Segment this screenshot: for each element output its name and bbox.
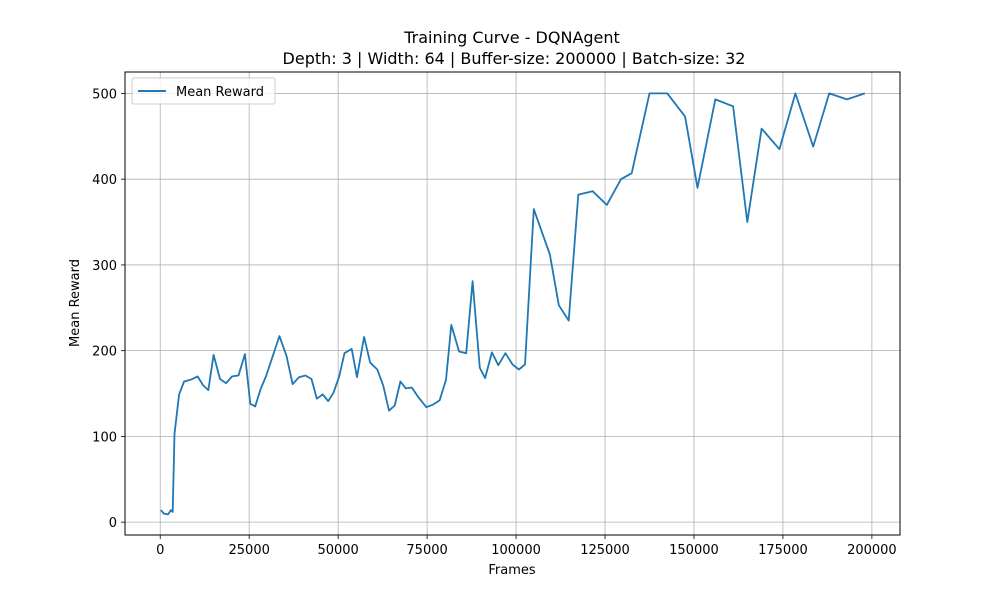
y-tick-label: 400 (92, 173, 117, 188)
chart-title: Training Curve - DQNAgent (403, 28, 620, 47)
legend-box (131, 77, 276, 105)
y-tick-label: 100 (92, 430, 117, 445)
y-axis-label: Mean Reward (68, 259, 83, 347)
plot-frame (124, 71, 901, 536)
x-tick-label: 125000 (580, 543, 630, 558)
grid (125, 72, 900, 535)
series-line (160, 92, 866, 516)
y-tick-label: 200 (92, 345, 117, 360)
legend: Mean Reward (131, 77, 276, 105)
series-layer (160, 92, 866, 516)
y-tick-label: 500 (92, 87, 117, 102)
x-tick-label: 175000 (758, 543, 808, 558)
chart-subtitle: Depth: 3 | Width: 64 | Buffer-size: 2000… (283, 49, 746, 68)
axis-ticks: 0 25000 50000 75000 100000 125000 150000 175000… (92, 87, 897, 558)
x-tick-label: 100000 (491, 543, 541, 558)
legend-label: Mean Reward (176, 85, 264, 100)
x-axis-label: Frames (488, 563, 536, 578)
y-tick-label: 0 (109, 516, 117, 531)
x-tick-label: 75000 (406, 543, 447, 558)
x-tick-label: 50000 (317, 543, 358, 558)
x-tick-label: 0 (156, 543, 164, 558)
x-tick-label: 150000 (669, 543, 719, 558)
x-tick-label: 200000 (847, 543, 897, 558)
y-tick-label: 300 (92, 259, 117, 274)
x-tick-label: 25000 (229, 543, 270, 558)
